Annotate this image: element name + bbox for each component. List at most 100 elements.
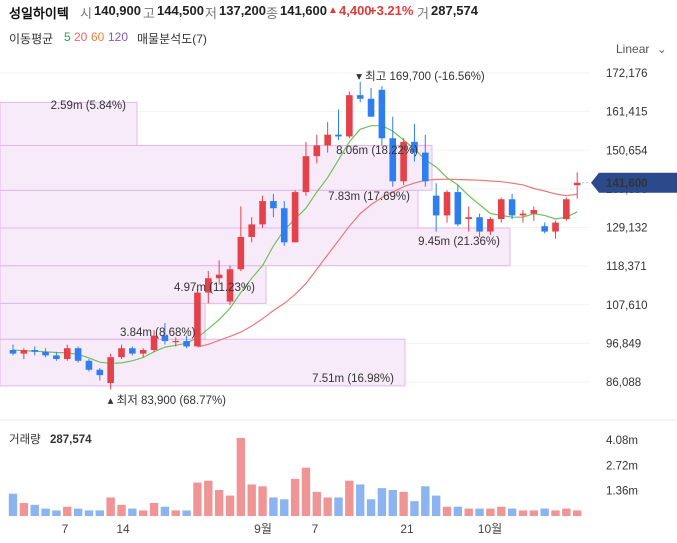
candle-37 — [411, 123, 418, 162]
candle-body — [20, 350, 28, 354]
volume-bar-44 — [486, 508, 495, 516]
price-tick-label-4: 129,132 — [606, 223, 648, 235]
low-value: 137,200 — [219, 3, 266, 18]
candle-body — [335, 134, 342, 137]
open-value: 140,900 — [94, 3, 141, 18]
scale-toggle-button[interactable]: Linear ⌄ — [616, 42, 667, 56]
candle-18 — [205, 271, 212, 304]
candle-8 — [96, 367, 104, 381]
candle-body — [9, 350, 17, 354]
candle-body — [63, 348, 71, 359]
volume-bar-45 — [497, 506, 506, 516]
volume-bar-10 — [117, 504, 126, 516]
volume-bar-26 — [290, 478, 300, 516]
candle-body — [389, 138, 397, 182]
volume-bar-30 — [334, 497, 343, 516]
candle-51 — [563, 197, 570, 221]
volume-bar-15 — [171, 510, 180, 516]
volume-bar-34 — [377, 488, 387, 516]
current-price-tag — [591, 172, 677, 193]
volume-bar-41 — [453, 506, 463, 516]
candle-body — [422, 152, 429, 182]
current-price-tag-label: 141,600 — [606, 178, 648, 190]
candle-34 — [378, 86, 386, 146]
volume-bar-17 — [193, 482, 202, 516]
price-tick-label-1: 161,415 — [606, 107, 648, 119]
candle-1 — [20, 348, 28, 359]
volume-profile-label-4: 7.83m (17.69%) — [328, 191, 410, 203]
ma-label[interactable]: 이동평균 — [9, 32, 54, 46]
x-axis-label-4: 21 — [400, 522, 414, 536]
volume-bar-46 — [507, 508, 517, 516]
volume-profile-label-5: 8.06m (18.22%) — [336, 145, 418, 157]
volume-bar-49 — [540, 508, 549, 516]
volume-bar-40 — [442, 506, 452, 516]
price-tick-label-7: 96,849 — [606, 338, 641, 350]
candle-5 — [63, 344, 71, 361]
candle-body — [476, 217, 483, 232]
price-tick-label-2: 150,654 — [606, 145, 648, 157]
candle-0 — [9, 344, 17, 356]
candle-39 — [432, 183, 440, 232]
candle-body — [161, 335, 169, 342]
volume-profile-label-6: 2.59m (5.84%) — [51, 100, 127, 112]
candle-15 — [172, 337, 180, 347]
volume-bar-35 — [388, 490, 397, 516]
candle-22 — [248, 217, 255, 243]
volume-bar-2 — [30, 504, 39, 516]
candle-body — [563, 199, 570, 220]
volume-profile-label-0: 7.51m (16.98%) — [312, 373, 394, 385]
candle-body — [497, 199, 505, 220]
volume-bar-51 — [562, 508, 571, 516]
candle-48 — [530, 206, 538, 221]
volume-bar-14 — [160, 506, 170, 516]
candle-body — [313, 145, 321, 157]
scale-label: Linear — [616, 42, 650, 56]
candle-4 — [53, 351, 60, 361]
volume-bar-11 — [128, 508, 137, 516]
volume-bar-39 — [431, 495, 441, 516]
candle-body — [552, 222, 559, 232]
candle-body — [411, 141, 418, 153]
candle-47 — [519, 210, 527, 223]
candle-44 — [487, 217, 494, 236]
candle-29 — [324, 122, 331, 153]
candle-31 — [346, 91, 353, 139]
open-label: 시 — [80, 6, 92, 21]
volume-panel-value: 287,574 — [50, 434, 92, 446]
candle-body — [194, 292, 201, 347]
price-header: 성일하이텍 시 140,900 고 144,500 저 137,200 종 14… — [0, 0, 677, 24]
volume-bar-13 — [149, 503, 159, 516]
candle-2 — [31, 346, 38, 356]
volume-bar-4 — [52, 510, 61, 516]
close-label: 종 — [266, 6, 278, 21]
volume-bar-21 — [236, 438, 246, 516]
candle-33 — [367, 87, 375, 117]
volume-bar-0 — [8, 493, 18, 516]
volume-bar-42 — [464, 508, 473, 516]
candle-23 — [259, 195, 266, 228]
candle-body — [465, 217, 472, 220]
volume-profile-bar-5 — [0, 144, 433, 191]
volume-profile-label[interactable]: 매물분석도(7) — [137, 32, 207, 46]
candle-body — [346, 95, 353, 137]
candle-body — [74, 348, 82, 361]
ma-period-120: 120 — [108, 30, 129, 44]
high-price-marker: ▾ 최고 169,700 (-16.56%) — [356, 70, 485, 83]
candle-35 — [389, 116, 397, 187]
candle-body — [205, 278, 212, 293]
candle-body — [118, 348, 125, 358]
volume-profile-label-3: 9.45m (21.36%) — [418, 236, 500, 248]
candle-body — [42, 351, 49, 356]
volume-profile-label-2: 4.97m (11.23%) — [174, 282, 255, 294]
candle-45 — [497, 197, 505, 223]
price-tick-label-5: 118,371 — [606, 261, 647, 273]
x-axis-label-1: 14 — [116, 522, 130, 536]
candle-body — [107, 357, 114, 384]
volume-bar-22 — [247, 484, 256, 516]
volume-bar-7 — [84, 510, 94, 516]
candle-46 — [508, 193, 516, 220]
volume-bar-16 — [182, 510, 191, 516]
candle-body — [400, 141, 407, 182]
